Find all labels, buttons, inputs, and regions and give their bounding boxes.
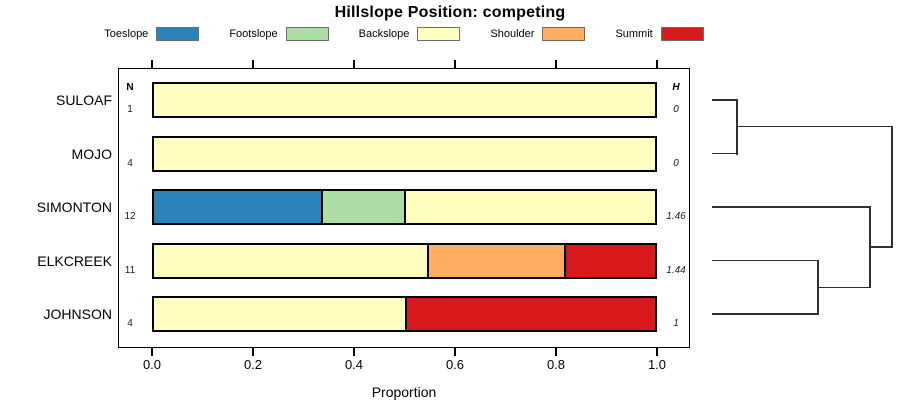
legend-label: Toeslope [104, 28, 149, 40]
bar-segment-backslope [154, 137, 655, 170]
x-axis-tick-top [656, 60, 658, 68]
legend: Toeslope Footslope Backslope Shoulder Summit [104, 25, 704, 43]
bar-elkcreek [152, 242, 657, 279]
legend-label: Footslope [229, 28, 278, 40]
x-tick-label: 0.8 [546, 357, 566, 372]
bar-segment-summit [404, 298, 655, 330]
chart-title: Hillslope Position: competing [334, 4, 566, 21]
x-axis-label: Proportion [371, 384, 437, 400]
dendrogram-line [712, 206, 871, 208]
bar-suloaf [152, 82, 657, 118]
x-axis-tick-top [454, 60, 456, 68]
h-value: 0 [673, 104, 679, 115]
x-axis-tick-bottom [656, 348, 658, 356]
dendrogram-line [817, 260, 819, 315]
bar-johnson [152, 296, 657, 332]
row-label-suloaf: SULOAF [55, 92, 112, 108]
x-axis-tick-bottom [353, 348, 355, 356]
bar-segment-summit [563, 244, 655, 277]
bar-mojo [152, 135, 657, 172]
h-value: 1 [673, 318, 679, 329]
legend-label: Shoulder [490, 28, 535, 40]
bar-segment-backslope [154, 84, 655, 116]
h-value: 0 [673, 157, 679, 169]
n-value: 1 [127, 104, 133, 115]
h-value: 1.44 [666, 264, 686, 276]
legend-label: Summit [615, 28, 653, 40]
dendrogram-line [712, 99, 738, 101]
dendrogram-line [870, 246, 893, 248]
x-axis-tick-bottom [252, 348, 254, 356]
legend-item-backslope: Backslope [359, 27, 461, 41]
x-axis-tick-top [353, 60, 355, 68]
row-label-johnson: JOHNSON [43, 306, 112, 322]
dendrogram-line [712, 313, 819, 315]
legend-swatch-toeslope [156, 27, 200, 41]
n-value: 12 [124, 211, 136, 222]
x-tick-label: 1.0 [647, 357, 667, 372]
bar-segment-shoulder [427, 244, 564, 277]
dendrogram-line [891, 126, 893, 249]
dendrogram-line [818, 286, 871, 288]
legend-item-toeslope: Toeslope [104, 27, 200, 41]
legend-swatch-backslope [417, 27, 461, 41]
legend-item-summit: Summit [615, 27, 704, 41]
x-tick-label: 0.2 [243, 357, 263, 372]
dendrogram-line [736, 100, 738, 155]
x-tick-label: 0.0 [142, 357, 162, 372]
row-label-mojo: MOJO [71, 145, 112, 162]
x-tick-label: 0.6 [445, 357, 465, 372]
x-axis-tick-top [555, 60, 557, 68]
legend-item-shoulder: Shoulder [490, 27, 586, 41]
bar-segment-footslope [320, 191, 405, 223]
row-label-simonton: SIMONTON [36, 199, 112, 215]
legend-swatch-shoulder [542, 27, 586, 41]
bar-segment-backslope [404, 191, 655, 223]
x-tick-label: 0.4 [344, 357, 364, 372]
x-axis-tick-top [252, 60, 254, 68]
n-column-header: N [126, 82, 134, 93]
legend-label: Backslope [358, 28, 410, 40]
bar-segment-backslope [154, 298, 405, 330]
h-value: 1.46 [666, 211, 686, 222]
n-value: 4 [127, 157, 133, 169]
x-axis-tick-bottom [454, 348, 456, 356]
row-label-elkcreek: ELKCREEK [37, 252, 112, 269]
bar-segment-toeslope [154, 191, 321, 223]
bar-simonton [152, 189, 657, 225]
n-value: 11 [124, 264, 136, 276]
legend-swatch-summit [660, 27, 704, 41]
legend-swatch-footslope [285, 27, 329, 41]
x-axis-tick-top [151, 60, 153, 68]
dendrogram-line [712, 152, 738, 155]
dendrogram-line [737, 126, 893, 128]
bar-segment-backslope [154, 244, 428, 277]
x-axis-tick-bottom [151, 348, 153, 356]
h-column-header: H [672, 82, 680, 93]
dendrogram-line [712, 259, 819, 262]
x-axis-tick-bottom [555, 348, 557, 356]
n-value: 4 [127, 318, 133, 329]
dendrogram-line [869, 207, 871, 289]
legend-item-footslope: Footslope [229, 27, 329, 41]
